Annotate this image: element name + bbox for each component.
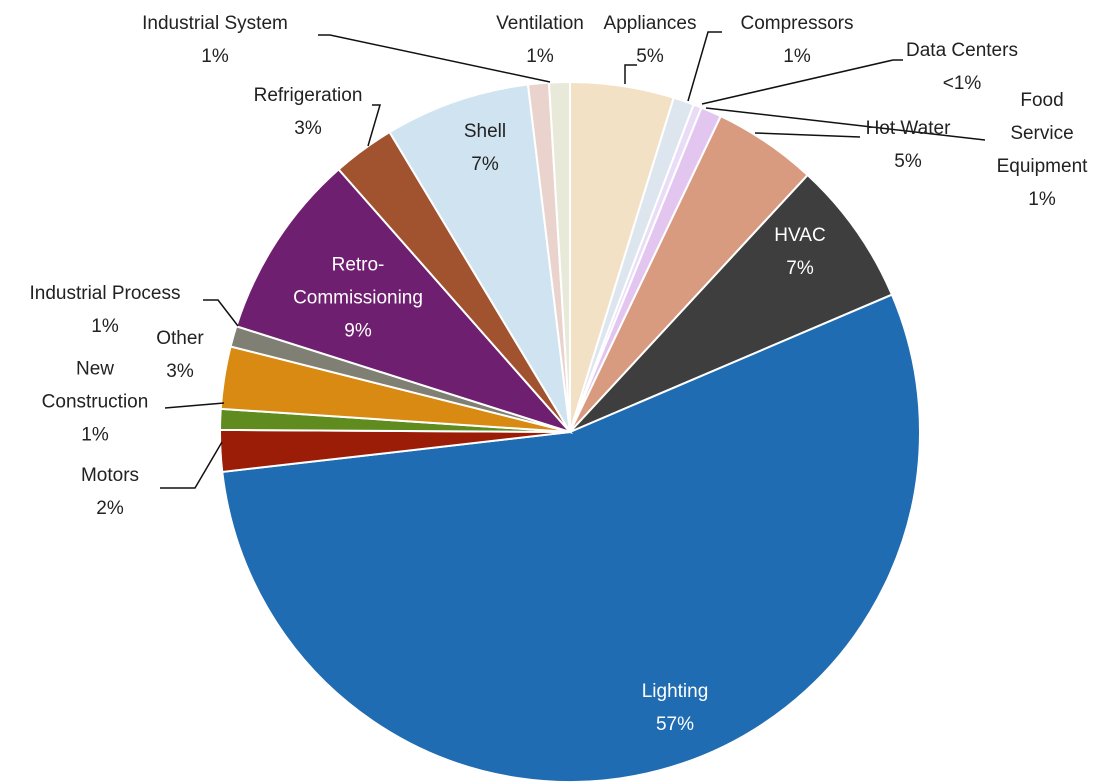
value-label: 57% — [655, 714, 695, 735]
category-label: Compressors — [740, 13, 854, 34]
slice-label: Compressors 1% — [722, 7, 872, 73]
slice-label: New Construction 1% — [25, 353, 165, 452]
leader-line — [701, 59, 903, 105]
value-label: 1% — [81, 424, 109, 446]
leader-line — [705, 107, 986, 141]
value-label: <1% — [942, 73, 982, 94]
slice-label: Ventilation 1% — [485, 7, 595, 73]
slice-label: Industrial Process 1% — [5, 277, 205, 343]
value-label: 5% — [894, 151, 922, 172]
slice-label: HVAC 7% — [750, 219, 850, 285]
leader-line — [367, 104, 382, 147]
category-label: Refrigeration — [253, 85, 363, 106]
pie-slice — [569, 173, 894, 433]
category-label: Shell — [463, 121, 507, 142]
category-label: Lighting — [641, 681, 709, 702]
category-label: Hot Water — [865, 118, 951, 139]
slice-label: Motors 2% — [60, 459, 160, 525]
value-label: 1% — [1028, 189, 1056, 210]
value-label: 1% — [201, 46, 229, 67]
value-label: 3% — [294, 118, 322, 139]
value-label: 1% — [783, 46, 811, 67]
category-label: New Construction — [41, 358, 149, 413]
category-label: Retro-Commissioning — [293, 254, 423, 309]
slice-label: Retro-Commissioning 9% — [283, 249, 433, 348]
pie-slice — [388, 83, 571, 433]
slice-label: Data Centers <1% — [887, 34, 1037, 100]
value-label: 5% — [636, 46, 664, 67]
value-label: 7% — [471, 154, 499, 175]
category-label: Food Service Equipment — [996, 90, 1088, 177]
pie-slice — [547, 80, 571, 433]
slice-label: Industrial System 1% — [115, 7, 315, 73]
category-label: Motors — [80, 465, 140, 486]
value-label: 7% — [786, 258, 814, 279]
slice-label: Lighting 57% — [615, 675, 735, 741]
value-label: 1% — [526, 46, 554, 67]
pie-slice — [235, 167, 574, 435]
leader-line — [754, 132, 861, 138]
category-label: Industrial System — [142, 13, 288, 34]
value-label: 3% — [166, 361, 194, 382]
slice-label: Other 3% — [145, 322, 215, 388]
value-label: 9% — [344, 320, 372, 342]
leader-line — [160, 441, 223, 489]
slice-label: Hot Water 5% — [843, 112, 973, 178]
category-label: Appliances — [603, 13, 697, 34]
leader-line — [203, 299, 239, 327]
leader-line — [624, 64, 637, 84]
pie-slice — [221, 293, 921, 783]
category-label: HVAC — [774, 225, 826, 246]
category-label: Industrial Process — [29, 283, 181, 304]
leader-line — [164, 402, 225, 409]
category-label: Data Centers — [906, 40, 1018, 61]
category-label: Other — [156, 328, 204, 349]
category-label: Ventilation — [496, 13, 584, 34]
slice-label: Appliances 5% — [590, 7, 710, 73]
leader-line — [687, 31, 722, 102]
value-label: 2% — [96, 498, 124, 519]
slice-label: Food Service Equipment 1% — [992, 84, 1092, 216]
leader-line — [318, 34, 551, 83]
slice-label: Refrigeration 3% — [233, 79, 383, 145]
slice-label: Shell 7% — [445, 115, 525, 181]
value-label: 1% — [91, 316, 119, 337]
